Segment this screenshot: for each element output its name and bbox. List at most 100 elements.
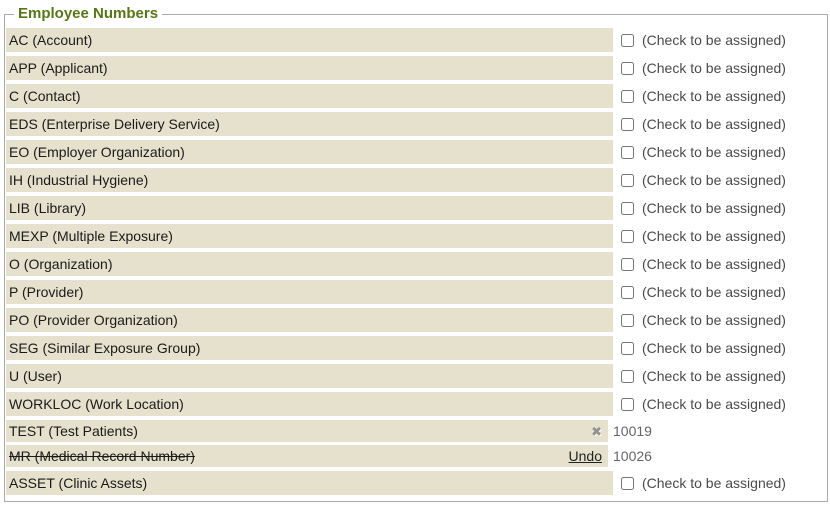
assign-checkbox[interactable] xyxy=(621,313,634,327)
check-to-assign-label: (Check to be assigned) xyxy=(642,60,786,76)
row-label-bar: AC (Account) xyxy=(6,28,613,52)
row-action: (Check to be assigned) xyxy=(621,224,786,248)
employee-number-row: EO (Employer Organization) (Check to be a… xyxy=(6,140,827,164)
check-to-assign-label: (Check to be assigned) xyxy=(642,32,786,48)
row-label: EDS (Enterprise Delivery Service) xyxy=(9,116,220,132)
row-label: AC (Account) xyxy=(9,32,93,48)
row-label-bar: EDS (Enterprise Delivery Service) xyxy=(6,112,613,136)
check-to-assign-label: (Check to be assigned) xyxy=(642,172,786,188)
check-to-assign-label: (Check to be assigned) xyxy=(642,312,786,328)
row-label-bar: SEG (Similar Exposure Group) xyxy=(6,336,613,360)
row-label-bar: TEST (Test Patients) ✖ xyxy=(6,420,608,442)
undo-link[interactable]: Undo xyxy=(568,448,602,464)
assign-checkbox[interactable] xyxy=(621,369,634,383)
row-label-bar: P (Provider) xyxy=(6,280,613,304)
check-to-assign-label: (Check to be assigned) xyxy=(642,475,786,491)
row-label: MR (Medical Record Number) xyxy=(9,448,195,464)
check-to-assign-label: (Check to be assigned) xyxy=(642,396,786,412)
row-label: ASSET (Clinic Assets) xyxy=(9,475,148,491)
assign-checkbox[interactable] xyxy=(621,476,634,490)
row-label: C (Contact) xyxy=(9,88,81,104)
assign-checkbox[interactable] xyxy=(621,229,634,243)
row-label: MEXP (Multiple Exposure) xyxy=(9,228,173,244)
employee-number-row: IH (Industrial Hygiene) (Check to be assi… xyxy=(6,168,827,192)
row-label-bar: PO (Provider Organization) xyxy=(6,308,613,332)
assign-checkbox[interactable] xyxy=(621,201,634,215)
employee-number-row: MR (Medical Record Number) Undo 10026 xyxy=(6,445,827,467)
row-action: (Check to be assigned) xyxy=(621,471,786,495)
row-action: (Check to be assigned) xyxy=(621,364,786,388)
row-action: (Check to be assigned) xyxy=(621,336,786,360)
row-label: TEST (Test Patients) xyxy=(9,423,138,439)
panel-title: Employee Numbers xyxy=(14,4,163,24)
assigned-number: 10019 xyxy=(613,423,652,439)
row-action: (Check to be assigned) xyxy=(621,392,786,416)
check-to-assign-label: (Check to be assigned) xyxy=(642,284,786,300)
row-action: (Check to be assigned) xyxy=(621,252,786,276)
row-label: LIB (Library) xyxy=(9,200,87,216)
row-action: (Check to be assigned) xyxy=(621,196,786,220)
assign-checkbox[interactable] xyxy=(621,145,634,159)
row-action: 10026 xyxy=(613,445,652,467)
assign-checkbox[interactable] xyxy=(621,173,634,187)
row-label: WORKLOC (Work Location) xyxy=(9,396,184,412)
employee-number-row: LIB (Library) (Check to be assigned) xyxy=(6,196,827,220)
row-label-bar: ASSET (Clinic Assets) xyxy=(6,471,613,495)
employee-number-row: APP (Applicant) (Check to be assigned) xyxy=(6,56,827,80)
row-label-bar: EO (Employer Organization) xyxy=(6,140,613,164)
employee-number-row: ASSET (Clinic Assets) (Check to be assign… xyxy=(6,471,827,495)
row-label-bar: LIB (Library) xyxy=(6,196,613,220)
employee-number-row: EDS (Enterprise Delivery Service) (Check … xyxy=(6,112,827,136)
employee-number-row: MEXP (Multiple Exposure) (Check to be ass… xyxy=(6,224,827,248)
row-action: (Check to be assigned) xyxy=(621,112,786,136)
row-label-bar: O (Organization) xyxy=(6,252,613,276)
remove-x-icon[interactable]: ✖ xyxy=(591,423,602,439)
assign-checkbox[interactable] xyxy=(621,33,634,47)
row-label: SEG (Similar Exposure Group) xyxy=(9,340,201,356)
employee-number-row: O (Organization) (Check to be assigned) xyxy=(6,252,827,276)
row-action: (Check to be assigned) xyxy=(621,84,786,108)
assign-checkbox[interactable] xyxy=(621,397,634,411)
row-label: U (User) xyxy=(9,368,62,384)
row-label: O (Organization) xyxy=(9,256,113,272)
row-action: (Check to be assigned) xyxy=(621,280,786,304)
row-action: (Check to be assigned) xyxy=(621,308,786,332)
row-label: P (Provider) xyxy=(9,284,84,300)
row-label: APP (Applicant) xyxy=(9,60,108,76)
assign-checkbox[interactable] xyxy=(621,89,634,103)
row-action: (Check to be assigned) xyxy=(621,168,786,192)
check-to-assign-label: (Check to be assigned) xyxy=(642,228,786,244)
employee-number-row: AC (Account) (Check to be assigned) xyxy=(6,28,827,52)
row-label: IH (Industrial Hygiene) xyxy=(9,172,149,188)
employee-number-row: TEST (Test Patients) ✖ 10019 xyxy=(6,420,827,442)
row-label-bar: IH (Industrial Hygiene) xyxy=(6,168,613,192)
check-to-assign-label: (Check to be assigned) xyxy=(642,200,786,216)
check-to-assign-label: (Check to be assigned) xyxy=(642,368,786,384)
assign-checkbox[interactable] xyxy=(621,257,634,271)
employee-number-row: SEG (Similar Exposure Group) (Check to be… xyxy=(6,336,827,360)
employee-numbers-rows: AC (Account) (Check to be assigned) APP (A… xyxy=(5,15,827,495)
check-to-assign-label: (Check to be assigned) xyxy=(642,116,786,132)
row-action: (Check to be assigned) xyxy=(621,56,786,80)
row-label-bar: U (User) xyxy=(6,364,613,388)
row-label: PO (Provider Organization) xyxy=(9,312,178,328)
row-label-bar: MEXP (Multiple Exposure) xyxy=(6,224,613,248)
assigned-number: 10026 xyxy=(613,448,652,464)
row-action: (Check to be assigned) xyxy=(621,140,786,164)
assign-checkbox[interactable] xyxy=(621,285,634,299)
check-to-assign-label: (Check to be assigned) xyxy=(642,88,786,104)
row-action: (Check to be assigned) xyxy=(621,28,786,52)
check-to-assign-label: (Check to be assigned) xyxy=(642,340,786,356)
employee-number-row: P (Provider) (Check to be assigned) xyxy=(6,280,827,304)
check-to-assign-label: (Check to be assigned) xyxy=(642,256,786,272)
employee-number-row: U (User) (Check to be assigned) xyxy=(6,364,827,388)
assign-checkbox[interactable] xyxy=(621,61,634,75)
row-action: 10019 xyxy=(613,420,652,442)
employee-numbers-panel: Employee Numbers AC (Account) (Check to b… xyxy=(4,4,828,502)
employee-number-row: WORKLOC (Work Location) (Check to be assi… xyxy=(6,392,827,416)
employee-number-row: PO (Provider Organization) (Check to be a… xyxy=(6,308,827,332)
employee-number-row: C (Contact) (Check to be assigned) xyxy=(6,84,827,108)
assign-checkbox[interactable] xyxy=(621,117,634,131)
assign-checkbox[interactable] xyxy=(621,341,634,355)
row-label-bar: C (Contact) xyxy=(6,84,613,108)
